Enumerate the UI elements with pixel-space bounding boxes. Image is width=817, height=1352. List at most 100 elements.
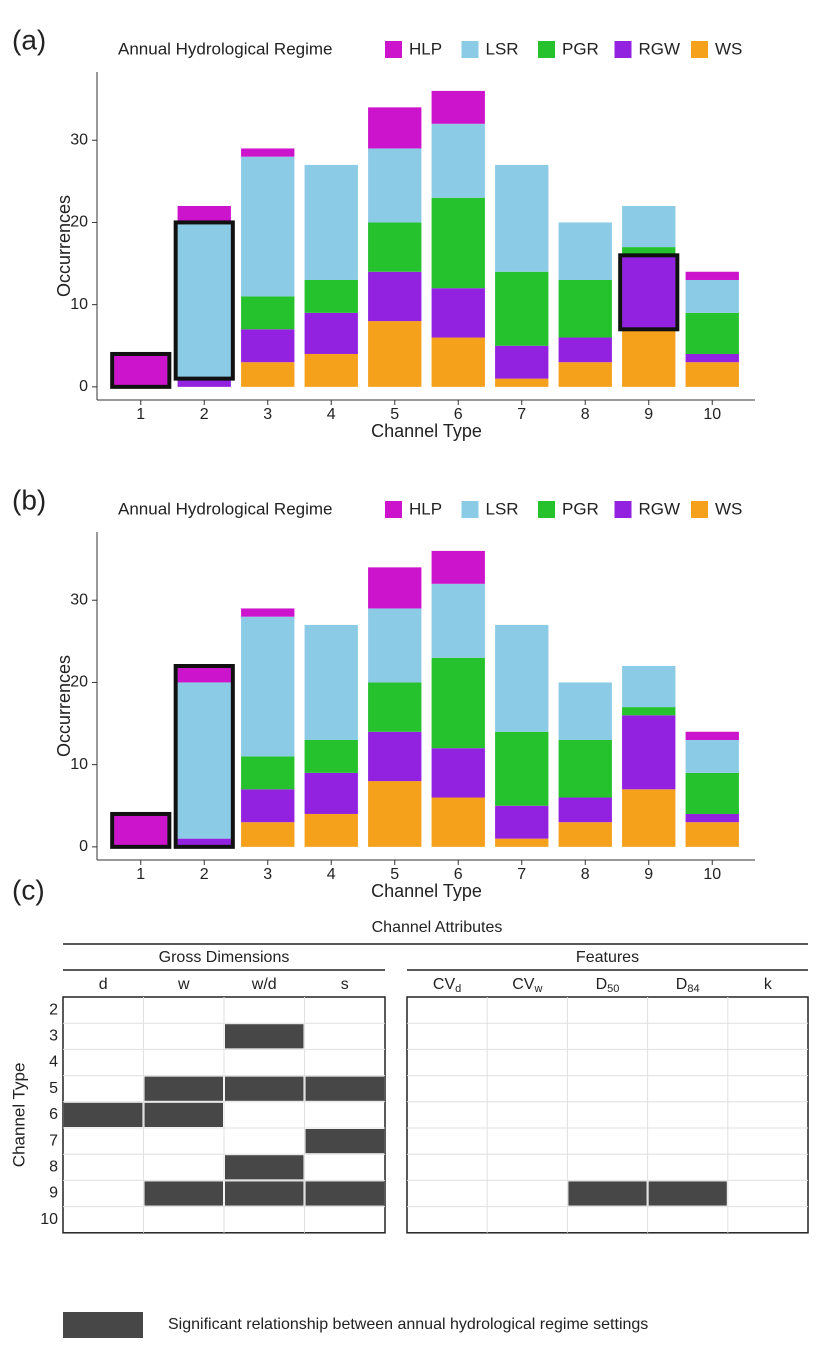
significant-cell [225, 1024, 304, 1049]
significant-cell [144, 1102, 223, 1127]
x-tick-label: 5 [390, 406, 399, 423]
legend-label: WS [715, 39, 742, 58]
bar-segment [431, 90, 485, 124]
bar-segment [368, 321, 422, 387]
bar-segment [431, 657, 485, 749]
column-header-sub: w [533, 983, 542, 995]
highlight-box [173, 220, 235, 381]
row-title: Channel Type [9, 1063, 28, 1168]
x-tick-label: 3 [263, 866, 272, 883]
significant-cell [144, 1076, 223, 1101]
column-header-base: D [676, 976, 688, 993]
bar-segment [114, 813, 168, 847]
row-label: 4 [49, 1054, 58, 1071]
column-header-base: CV [512, 976, 535, 993]
legend-label: RGW [639, 39, 681, 58]
significant-cell [568, 1181, 647, 1206]
bar-segment [431, 337, 485, 387]
column-header: D50 [596, 976, 620, 995]
bar-segment [304, 164, 358, 280]
y-tick-label: 10 [70, 296, 88, 313]
bar-segment [368, 731, 422, 782]
significant-cell [225, 1155, 304, 1180]
bar-segment [495, 838, 549, 847]
column-header: w/d [251, 976, 277, 993]
bar-segment [495, 378, 549, 387]
row-label: 2 [49, 1001, 58, 1018]
bar-segment [495, 624, 549, 732]
legend-label: WS [715, 499, 742, 518]
x-tick-label: 7 [517, 406, 526, 423]
column-header-base: CV [433, 976, 456, 993]
bar-segment [622, 665, 676, 708]
legend-swatch [385, 41, 402, 58]
bar-segment [622, 247, 676, 256]
bar-segment [495, 271, 549, 346]
column-header-sub: 50 [607, 983, 619, 995]
x-tick-label: 6 [454, 406, 463, 423]
x-tick-label: 1 [136, 866, 145, 883]
bar-segment [685, 271, 739, 280]
bar-segment [685, 353, 739, 363]
bar-segment [685, 772, 739, 814]
bar-segment [558, 222, 612, 280]
x-tick-label: 9 [644, 866, 653, 883]
column-header: d [99, 976, 108, 993]
legend-swatch [538, 501, 555, 518]
bar-segment [685, 312, 739, 354]
bar-segment [304, 813, 358, 847]
bar-segment [622, 789, 676, 847]
significant-cell [305, 1129, 384, 1154]
panel-label: (a) [12, 24, 46, 55]
highlight-box [110, 811, 172, 849]
bar-segment [558, 797, 612, 823]
bar-segment [368, 222, 422, 272]
panel-label: (c) [12, 874, 45, 905]
bar-segment [558, 682, 612, 740]
bar-segment [368, 271, 422, 322]
bar-segment [622, 707, 676, 716]
legend-title: Annual Hydrological Regime [118, 39, 333, 58]
significant-cell [225, 1181, 304, 1206]
bar-segment [558, 337, 612, 363]
legend-swatch [538, 41, 555, 58]
y-axis-label: Occurrences [54, 195, 74, 297]
bar-segment [622, 715, 676, 790]
x-tick-label: 9 [644, 406, 653, 423]
bar-segment [431, 288, 485, 338]
y-tick-label: 0 [79, 378, 88, 395]
bar-segment [368, 608, 422, 683]
column-header: D84 [676, 976, 700, 995]
bar-segment [431, 550, 485, 584]
x-tick-label: 4 [327, 866, 336, 883]
bar-segment [622, 255, 676, 330]
legend-title: Annual Hydrological Regime [118, 499, 333, 518]
bar-segment [241, 296, 295, 330]
bar-segment [304, 624, 358, 740]
legend-label: LSR [486, 499, 519, 518]
x-tick-label: 10 [703, 406, 721, 423]
row-label: 10 [40, 1211, 58, 1228]
bar-segment [177, 205, 231, 223]
bar-segment [304, 353, 358, 387]
bar-segment [241, 608, 295, 617]
x-tick-label: 2 [200, 866, 209, 883]
column-header-sub: d [455, 983, 461, 995]
bar-segment [241, 822, 295, 847]
bar-segment [177, 665, 231, 683]
x-tick-label: 1 [136, 406, 145, 423]
x-tick-label: 4 [327, 406, 336, 423]
y-tick-label: 0 [79, 838, 88, 855]
bar-segment [304, 772, 358, 814]
x-axis-label: Channel Type [371, 881, 482, 901]
column-header: CVw [512, 976, 542, 995]
bar-segment [431, 123, 485, 198]
column-header-sub: 84 [687, 983, 699, 995]
bar-segment [495, 805, 549, 839]
bar-segment [368, 107, 422, 149]
bar-segment [241, 148, 295, 157]
bar-segment [304, 739, 358, 773]
significant-cell [305, 1181, 384, 1206]
x-tick-label: 8 [581, 866, 590, 883]
bar-segment [622, 329, 676, 387]
